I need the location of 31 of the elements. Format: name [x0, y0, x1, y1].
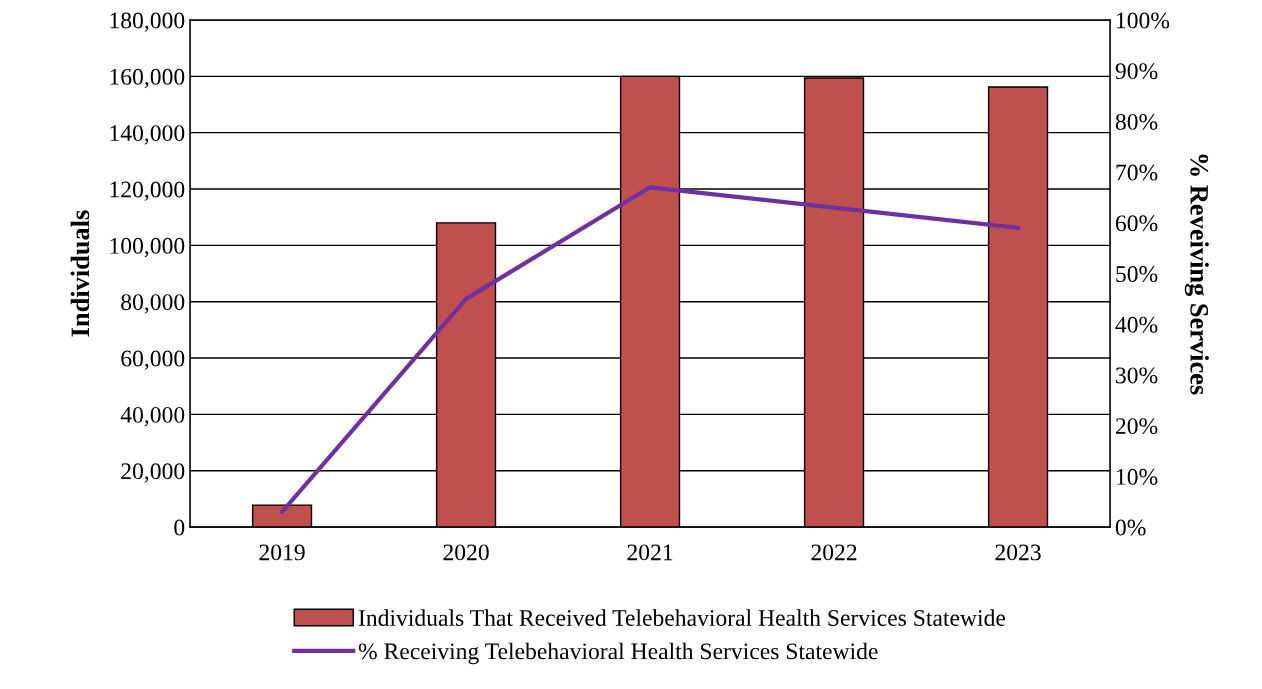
x-tick-label: 2022 [811, 544, 857, 561]
y2-tick-label: 30% [1116, 367, 1158, 384]
legend-label: % Receiving Telebehavioral Health Services Statewide [358, 642, 878, 665]
y-tick-label: 20,000 [121, 463, 185, 483]
y-tick-label: 180,000 [110, 12, 185, 32]
y2-tick-label: 70% [1116, 164, 1158, 181]
y-tick-label: 80,000 [121, 294, 185, 314]
y2-axis-title: % Reveiving Services [1184, 154, 1209, 395]
y-axis-title: Individuals [70, 210, 90, 337]
y2-tick-label: 90% [1115, 63, 1158, 80]
y-tick-label: 120,000 [110, 181, 185, 201]
y2-tick-label: 40% [1115, 316, 1158, 333]
y2-tick-label: 50% [1116, 266, 1158, 283]
x-tick-label: 2023 [995, 544, 1041, 561]
y-tick-label: 100,000 [110, 237, 185, 258]
y-tick-label: 140,000 [110, 125, 185, 145]
line-series [279, 185, 1021, 514]
y2-tick-label: 0% [1115, 519, 1146, 536]
y2-tick-label: 20% [1115, 418, 1158, 435]
x-tick-label: 2021 [627, 544, 673, 561]
legend-label: Individuals That Received Telebehavioral Health Services Statewide [358, 609, 1006, 626]
y2-tick-label: 100% [1116, 12, 1170, 29]
y-tick-label: 40,000 [120, 406, 185, 427]
y2-tick-label: 60% [1115, 215, 1158, 232]
x-tick-label: 2019 [259, 544, 305, 561]
y-tick-label: 160,000 [110, 68, 185, 89]
y-tick-label: 60,000 [121, 350, 185, 370]
y2-tick-label: 10% [1116, 468, 1158, 485]
y-tick-label: 0 [174, 519, 185, 536]
y2-tick-label: 80% [1115, 113, 1158, 130]
x-tick-label: 2020 [443, 544, 489, 561]
